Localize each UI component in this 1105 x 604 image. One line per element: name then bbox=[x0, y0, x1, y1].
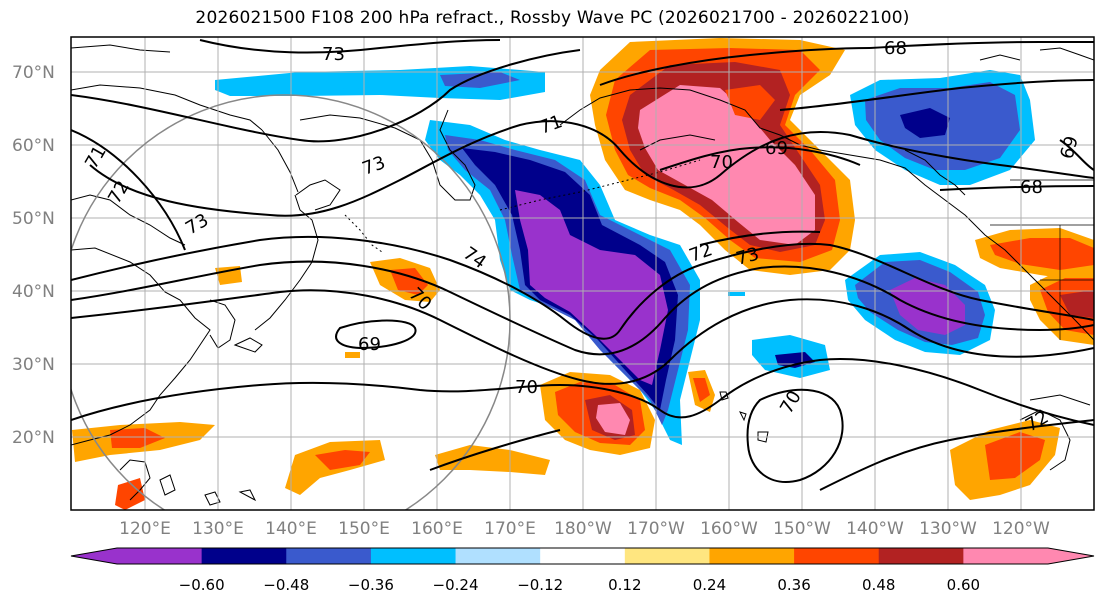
contour-label: 68 bbox=[884, 38, 907, 59]
colorbar-swatch bbox=[286, 548, 372, 564]
contour-label: 69 bbox=[358, 334, 381, 355]
contour-label: 70 bbox=[710, 152, 733, 173]
colorbar-tick-label: 0.60 bbox=[947, 576, 980, 594]
lat-label: 70°N bbox=[12, 63, 55, 83]
contour-label: 69 bbox=[765, 138, 788, 159]
coastlines bbox=[71, 44, 1094, 506]
lat-label: 20°N bbox=[12, 428, 55, 448]
plot-title: 2026021500 F108 200 hPa refract., Rossby… bbox=[195, 8, 910, 28]
colorbar-tick-label: 0.48 bbox=[862, 576, 895, 594]
lon-label: 140°W bbox=[846, 519, 904, 539]
colorbar-swatch bbox=[624, 548, 710, 564]
refractive-index-contours bbox=[71, 39, 1094, 491]
anomaly-bering-ridge bbox=[590, 38, 855, 275]
contour-label: 73 bbox=[322, 44, 345, 65]
colorbar-swatch bbox=[117, 548, 203, 564]
colorbar-swatches bbox=[70, 547, 1095, 565]
colorbar-tick-label: −0.60 bbox=[179, 576, 225, 594]
anomaly-east-pacific-low bbox=[845, 252, 995, 355]
lon-label: 170°W bbox=[627, 519, 685, 539]
lat-label: 30°N bbox=[12, 355, 55, 375]
map-content: 73 68 71 70 69 71 72 73 74 70 69 70 72 7… bbox=[71, 37, 1094, 510]
lat-label: 40°N bbox=[12, 282, 55, 302]
colorbar-tick-label: −0.12 bbox=[517, 576, 563, 594]
colorbar-tick-label: 0.12 bbox=[608, 576, 641, 594]
anomaly-arctic-streak bbox=[215, 66, 545, 100]
colorbar-tick-label: −0.48 bbox=[263, 576, 309, 594]
latitude-labels: 70°N 60°N 50°N 40°N 30°N 20°N bbox=[12, 63, 55, 448]
colorbar-tick-label: −0.24 bbox=[433, 576, 479, 594]
colorbar-swatch bbox=[963, 548, 1049, 564]
lon-label: 140°E bbox=[265, 519, 317, 539]
lon-label: 160°W bbox=[700, 519, 758, 539]
lat-label: 50°N bbox=[12, 209, 55, 229]
colorbar-extend-min bbox=[71, 548, 117, 564]
colorbar-tick-label: 0.24 bbox=[693, 576, 726, 594]
colorbar-swatch bbox=[540, 548, 626, 564]
map-frame bbox=[70, 36, 1095, 511]
lon-label: 150°W bbox=[773, 519, 831, 539]
contour-label: 70 bbox=[515, 377, 538, 398]
lon-label: 150°E bbox=[338, 519, 390, 539]
contour-label: 68 bbox=[1020, 177, 1043, 198]
colorbar-swatch bbox=[201, 548, 287, 564]
colorbar-tick-label: 0.36 bbox=[777, 576, 810, 594]
lon-label: 160°E bbox=[411, 519, 463, 539]
colorbar-tick-label: −0.36 bbox=[348, 576, 394, 594]
lat-label: 60°N bbox=[12, 136, 55, 156]
lon-label: 180°W bbox=[554, 519, 612, 539]
lon-label: 130°E bbox=[192, 519, 244, 539]
gridlines bbox=[71, 37, 1094, 510]
longitude-labels: 120°E 130°E 140°E 150°E 160°E 170°E 180°… bbox=[119, 519, 1050, 539]
colorbar-swatch bbox=[709, 548, 795, 564]
colorbar-swatch bbox=[370, 548, 457, 564]
lon-label: 120°E bbox=[119, 519, 171, 539]
lon-label: 170°E bbox=[484, 519, 536, 539]
colorbar-ticks: −0.60 −0.48 −0.36 −0.24 −0.12 0.12 0.24 … bbox=[179, 576, 980, 594]
anomaly-subtropical-positive bbox=[72, 258, 1060, 510]
colorbar-swatch bbox=[794, 548, 880, 564]
colorbar-swatch bbox=[455, 548, 541, 564]
anomaly-central-trough bbox=[425, 120, 700, 445]
lon-label: 120°W bbox=[992, 519, 1050, 539]
lon-label: 130°W bbox=[919, 519, 977, 539]
colorbar: −0.60 −0.48 −0.36 −0.24 −0.12 0.12 0.24 … bbox=[70, 547, 1095, 594]
colorbar-swatch bbox=[878, 548, 964, 564]
colorbar-outline bbox=[70, 547, 1095, 565]
anomaly-west-coast bbox=[975, 228, 1094, 345]
political-borders bbox=[990, 179, 1094, 340]
colorbar-extend-max bbox=[1048, 548, 1094, 564]
